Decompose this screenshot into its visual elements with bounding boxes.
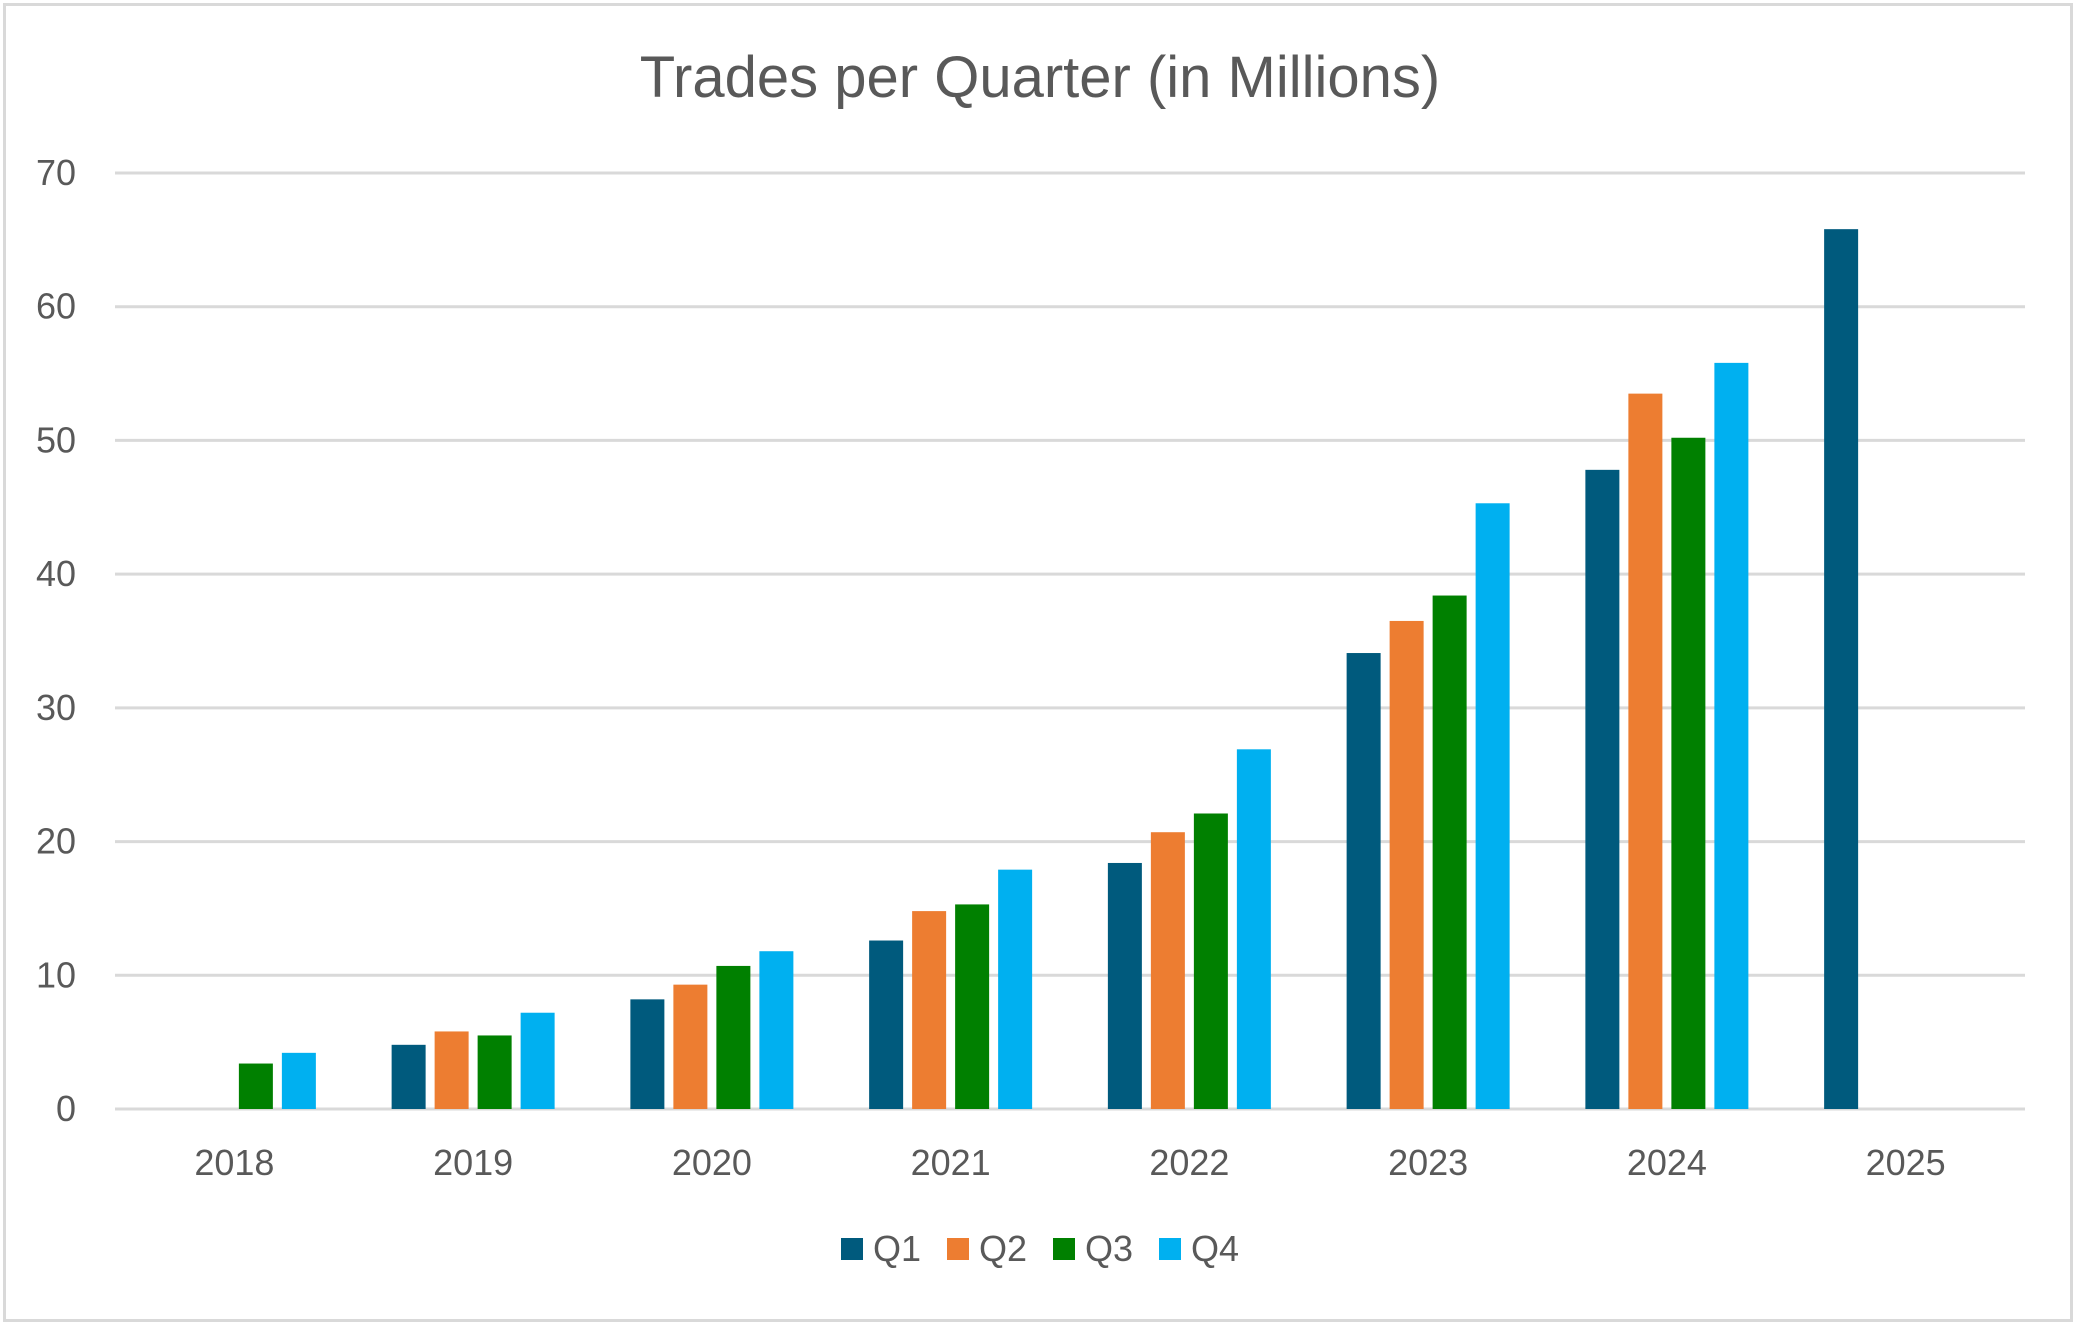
x-tick-label: 2019 — [433, 1142, 513, 1183]
bar-q3-2018 — [238, 1063, 273, 1109]
bar-q1-2023 — [1346, 653, 1381, 1109]
legend-swatch — [1159, 1238, 1182, 1260]
x-tick-label: 2020 — [672, 1142, 752, 1183]
bar-q4-2020 — [759, 951, 794, 1109]
bar-q4-2018 — [281, 1052, 316, 1109]
chart-title: Trades per Quarter (in Millions) — [639, 45, 1441, 110]
y-tick-label: 60 — [36, 286, 76, 327]
bar-q2-2024 — [1628, 393, 1663, 1110]
legend-item-q4: Q4 — [1159, 1228, 1239, 1270]
bar-q3-2024 — [1671, 437, 1706, 1109]
x-tick-label: 2023 — [1388, 1142, 1468, 1183]
y-tick-label: 30 — [36, 687, 76, 728]
x-tick-label: 2024 — [1627, 1142, 1707, 1183]
bar-q2-2021 — [912, 911, 947, 1109]
y-tick-label: 0 — [56, 1088, 76, 1129]
bar-q3-2021 — [955, 904, 990, 1109]
bar-q4-2024 — [1714, 362, 1749, 1110]
bar-q2-2019 — [434, 1031, 469, 1109]
legend-label: Q2 — [978, 1228, 1027, 1269]
x-tick-label: 2021 — [911, 1142, 991, 1183]
bars — [238, 229, 1859, 1110]
legend-item-q3: Q3 — [1053, 1228, 1133, 1270]
legend-swatch — [946, 1238, 969, 1260]
bar-q4-2019 — [520, 1012, 555, 1109]
y-tick-label: 70 — [36, 152, 76, 193]
bar-q2-2022 — [1150, 832, 1185, 1109]
bar-q4-2021 — [998, 869, 1033, 1109]
y-tick-label: 40 — [36, 553, 76, 594]
legend-label: Q1 — [872, 1228, 921, 1269]
y-tick-label: 50 — [36, 419, 76, 460]
y-tick-label: 20 — [36, 821, 76, 862]
bar-q4-2023 — [1475, 503, 1510, 1109]
x-tick-label: 2025 — [1866, 1142, 1946, 1183]
legend-label: Q4 — [1191, 1228, 1240, 1269]
bar-q1-2019 — [391, 1044, 426, 1109]
y-tick-label: 10 — [36, 954, 76, 995]
bar-q3-2023 — [1432, 595, 1467, 1109]
y-axis-tick-labels: 0 10 20 30 40 50 60 70 — [36, 152, 76, 1129]
x-axis-tick-labels: 2018 2019 2020 2021 2022 2023 2024 2025 — [194, 1142, 1945, 1183]
bar-q2-2023 — [1389, 620, 1424, 1109]
bar-q1-2025 — [1824, 229, 1859, 1109]
bar-q1-2020 — [630, 999, 665, 1109]
legend-swatch — [1053, 1238, 1075, 1260]
bar-q1-2021 — [869, 940, 904, 1109]
x-tick-label: 2022 — [1149, 1142, 1229, 1183]
bar-q1-2024 — [1585, 469, 1620, 1109]
bar-q4-2022 — [1236, 749, 1271, 1109]
bar-q3-2022 — [1193, 813, 1228, 1109]
legend-swatch — [840, 1238, 863, 1260]
bar-q2-2020 — [673, 984, 708, 1109]
legend-item-q2: Q2 — [946, 1228, 1027, 1270]
bar-q3-2019 — [477, 1035, 512, 1109]
x-tick-label: 2018 — [194, 1142, 274, 1183]
legend-label: Q3 — [1085, 1228, 1134, 1269]
legend: Q1 Q2 Q3 Q4 — [0, 1228, 2080, 1270]
legend-item-q1: Q1 — [840, 1228, 921, 1270]
bar-q1-2022 — [1107, 862, 1142, 1109]
gridlines — [115, 171, 2025, 1111]
bar-q3-2020 — [716, 965, 751, 1109]
